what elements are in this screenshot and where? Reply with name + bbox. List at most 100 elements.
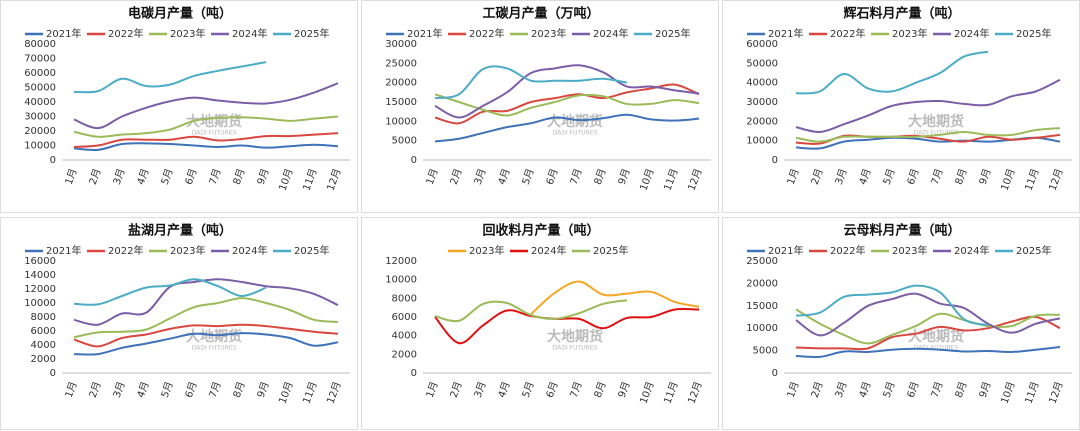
series-line	[73, 142, 339, 152]
y-tick-label: 40000	[746, 78, 778, 89]
y-tick-label: 60000	[24, 68, 56, 79]
legend-label: 2025年	[655, 27, 690, 40]
legend-label: 2021年	[46, 27, 81, 40]
watermark-en: DADI FUTURES	[192, 345, 237, 352]
watermark: 大地期货	[547, 328, 603, 345]
y-tick-label: 8000	[392, 293, 417, 304]
x-tick-label: 8月	[231, 380, 248, 399]
legend-label: 2021年	[46, 244, 81, 257]
x-tick-label: 11月	[301, 380, 320, 405]
series-line	[73, 323, 339, 348]
legend-label: 2021年	[768, 244, 803, 257]
x-tick-label: 11月	[301, 167, 320, 192]
x-tick-label: 2月	[809, 167, 826, 186]
x-tick-label: 6月	[183, 167, 200, 186]
y-tick-label: 14000	[24, 270, 56, 281]
series-line	[434, 113, 700, 143]
y-tick-label: 10000	[385, 275, 417, 286]
y-tick-label: 70000	[24, 54, 56, 65]
y-tick-label: 50000	[24, 83, 56, 94]
y-tick-label: 6000	[392, 312, 417, 323]
x-tick-label: 3月	[833, 167, 850, 186]
series-line	[73, 332, 339, 356]
x-tick-label: 9月	[616, 380, 633, 399]
series-line	[434, 64, 700, 119]
x-tick-label: 8月	[953, 380, 970, 399]
series-line	[795, 346, 1061, 359]
x-tick-label: 7月	[207, 167, 224, 186]
legend-label: 2022年	[108, 27, 143, 40]
x-tick-label: 8月	[592, 380, 609, 399]
x-tick-label: 3月	[833, 380, 850, 399]
x-tick-label: 10月	[999, 380, 1018, 405]
chart-title: 回收料月产量（吨）	[482, 223, 599, 239]
x-tick-label: 1月	[785, 380, 802, 399]
y-tick-label: 10000	[24, 298, 56, 309]
x-tick-label: 2月	[448, 167, 465, 186]
chart-title: 电碳月产量（吨）	[128, 6, 232, 22]
x-tick-label: 8月	[953, 167, 970, 186]
y-tick-label: 50000	[746, 58, 778, 69]
x-tick-label: 10月	[999, 167, 1018, 192]
y-tick-label: 15000	[385, 97, 417, 108]
x-tick-label: 6月	[544, 167, 561, 186]
legend-label: 2025年	[294, 27, 329, 40]
legend-label: 2025年	[294, 244, 329, 257]
y-tick-label: 10000	[746, 136, 778, 147]
x-tick-label: 9月	[977, 167, 994, 186]
x-tick-label: 5月	[881, 380, 898, 399]
y-tick-label: 0	[772, 155, 778, 166]
y-tick-label: 12000	[385, 256, 417, 267]
y-tick-label: 0	[411, 155, 417, 166]
x-tick-label: 3月	[111, 380, 128, 399]
y-tick-label: 2000	[31, 354, 56, 365]
x-tick-label: 12月	[686, 380, 705, 405]
x-tick-label: 4月	[135, 380, 152, 399]
series-line	[73, 278, 339, 326]
y-tick-label: 20000	[746, 116, 778, 127]
chart-title: 云母料月产量（吨）	[843, 223, 960, 239]
watermark: 大地期货	[547, 113, 603, 130]
y-tick-label: 30000	[746, 97, 778, 108]
y-tick-label: 0	[50, 368, 56, 379]
x-tick-label: 6月	[905, 380, 922, 399]
x-tick-label: 8月	[231, 167, 248, 186]
y-tick-label: 20000	[385, 78, 417, 89]
y-tick-label: 25000	[746, 256, 778, 267]
x-tick-label: 9月	[977, 380, 994, 399]
chart-title: 工碳月产量（万吨）	[482, 6, 599, 22]
series-line	[73, 278, 267, 306]
x-tick-label: 7月	[929, 380, 946, 399]
x-tick-label: 6月	[905, 167, 922, 186]
panel-border	[0, 0, 358, 213]
chart-title: 盐湖月产量（吨）	[128, 223, 232, 239]
x-tick-label: 11月	[662, 167, 681, 192]
series-line	[434, 299, 628, 323]
legend-label: 2023年	[170, 244, 205, 257]
x-tick-label: 9月	[616, 167, 633, 186]
x-tick-label: 5月	[520, 167, 537, 186]
series-line	[73, 61, 267, 94]
x-tick-label: 12月	[686, 167, 705, 192]
watermark-en: DADI FUTURES	[914, 130, 959, 137]
x-tick-label: 2月	[87, 167, 104, 186]
y-tick-label: 8000	[31, 312, 56, 323]
y-tick-label: 4000	[31, 340, 56, 351]
x-tick-label: 9月	[255, 380, 272, 399]
legend-label: 2025年	[593, 244, 628, 257]
y-tick-label: 30000	[385, 39, 417, 50]
panel-border	[0, 217, 358, 430]
watermark: 大地期货	[908, 328, 964, 345]
legend-label: 2022年	[830, 27, 865, 40]
x-tick-label: 5月	[881, 167, 898, 186]
y-tick-label: 5000	[392, 136, 417, 147]
x-tick-label: 10月	[638, 380, 657, 405]
y-tick-label: 30000	[24, 112, 56, 123]
legend-label: 2023年	[892, 27, 927, 40]
x-tick-label: 4月	[496, 167, 513, 186]
legend-label: 2021年	[407, 27, 442, 40]
x-tick-label: 12月	[325, 167, 344, 192]
legend-label: 2024年	[232, 244, 267, 257]
